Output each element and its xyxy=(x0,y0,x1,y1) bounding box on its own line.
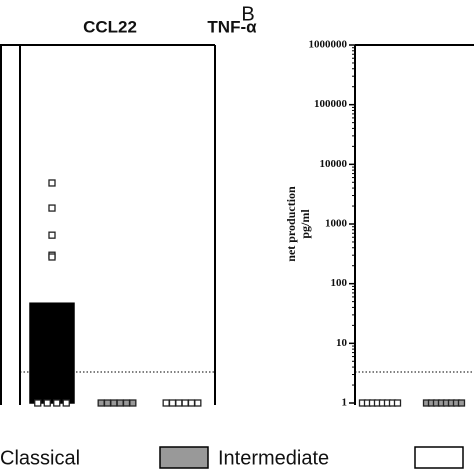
point xyxy=(194,399,202,407)
point xyxy=(162,399,170,407)
legend-label: Classical xyxy=(0,447,80,469)
point xyxy=(168,399,177,407)
point xyxy=(48,231,56,239)
point xyxy=(43,399,51,407)
point xyxy=(34,399,42,407)
point xyxy=(175,399,183,407)
bar xyxy=(29,302,75,404)
point xyxy=(457,399,466,407)
chart-title: CCL22 xyxy=(83,17,137,36)
y-tick-label: 100 xyxy=(331,277,348,289)
chart-title: TNF-α xyxy=(207,17,257,36)
y-tick-label: 1000 xyxy=(325,218,348,230)
legend-swatch xyxy=(414,446,464,469)
point xyxy=(393,399,402,407)
point xyxy=(48,204,56,212)
y-tick-label: 1000000 xyxy=(309,39,348,51)
panel-label: B xyxy=(241,3,254,25)
y-tick-label: 1 xyxy=(342,397,348,409)
point xyxy=(62,399,70,407)
point xyxy=(48,179,56,187)
point xyxy=(129,399,137,407)
y-tick-label: 10000 xyxy=(320,158,348,170)
y-tick-label: 100000 xyxy=(314,98,348,110)
legend-swatch xyxy=(159,446,209,469)
point xyxy=(122,399,131,407)
y-axis-label: pg/ml xyxy=(298,209,312,239)
point xyxy=(110,399,118,407)
point xyxy=(187,399,196,407)
y-tick-label: 10 xyxy=(336,337,348,349)
point xyxy=(116,399,124,407)
y-axis-label: net production xyxy=(284,186,298,262)
point xyxy=(181,399,189,407)
point xyxy=(103,399,112,407)
legend-label: Intermediate xyxy=(218,447,329,469)
point xyxy=(97,399,105,407)
point xyxy=(53,399,61,407)
point xyxy=(48,253,56,261)
